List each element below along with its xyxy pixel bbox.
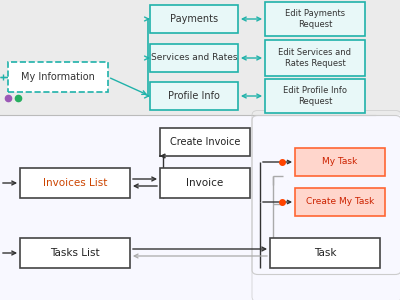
FancyBboxPatch shape bbox=[150, 44, 238, 72]
FancyBboxPatch shape bbox=[265, 79, 365, 113]
Text: Profile Info: Profile Info bbox=[168, 91, 220, 101]
FancyBboxPatch shape bbox=[295, 188, 385, 216]
Text: Invoices List: Invoices List bbox=[43, 178, 107, 188]
Text: Invoice: Invoice bbox=[186, 178, 224, 188]
FancyBboxPatch shape bbox=[20, 168, 130, 198]
FancyBboxPatch shape bbox=[0, 115, 400, 300]
FancyBboxPatch shape bbox=[295, 148, 385, 176]
Text: Payments: Payments bbox=[170, 14, 218, 24]
FancyBboxPatch shape bbox=[20, 238, 130, 268]
Text: Create Invoice: Create Invoice bbox=[170, 137, 240, 147]
Text: Services and Rates: Services and Rates bbox=[151, 53, 237, 62]
Text: Edit Payments
Request: Edit Payments Request bbox=[285, 9, 345, 29]
FancyBboxPatch shape bbox=[160, 128, 250, 156]
FancyBboxPatch shape bbox=[150, 82, 238, 110]
FancyBboxPatch shape bbox=[265, 40, 365, 76]
FancyBboxPatch shape bbox=[0, 0, 400, 115]
Text: Edit Profile Info
Request: Edit Profile Info Request bbox=[283, 86, 347, 106]
FancyBboxPatch shape bbox=[150, 5, 238, 33]
FancyBboxPatch shape bbox=[265, 2, 365, 36]
FancyBboxPatch shape bbox=[160, 168, 250, 198]
FancyBboxPatch shape bbox=[270, 238, 380, 268]
Text: Edit Services and
Rates Request: Edit Services and Rates Request bbox=[278, 48, 352, 68]
FancyBboxPatch shape bbox=[8, 62, 108, 92]
Text: My Task: My Task bbox=[322, 158, 358, 166]
Text: My Information: My Information bbox=[21, 72, 95, 82]
Text: Task: Task bbox=[314, 248, 336, 258]
Text: Create My Task: Create My Task bbox=[306, 197, 374, 206]
Text: Tasks List: Tasks List bbox=[50, 248, 100, 258]
